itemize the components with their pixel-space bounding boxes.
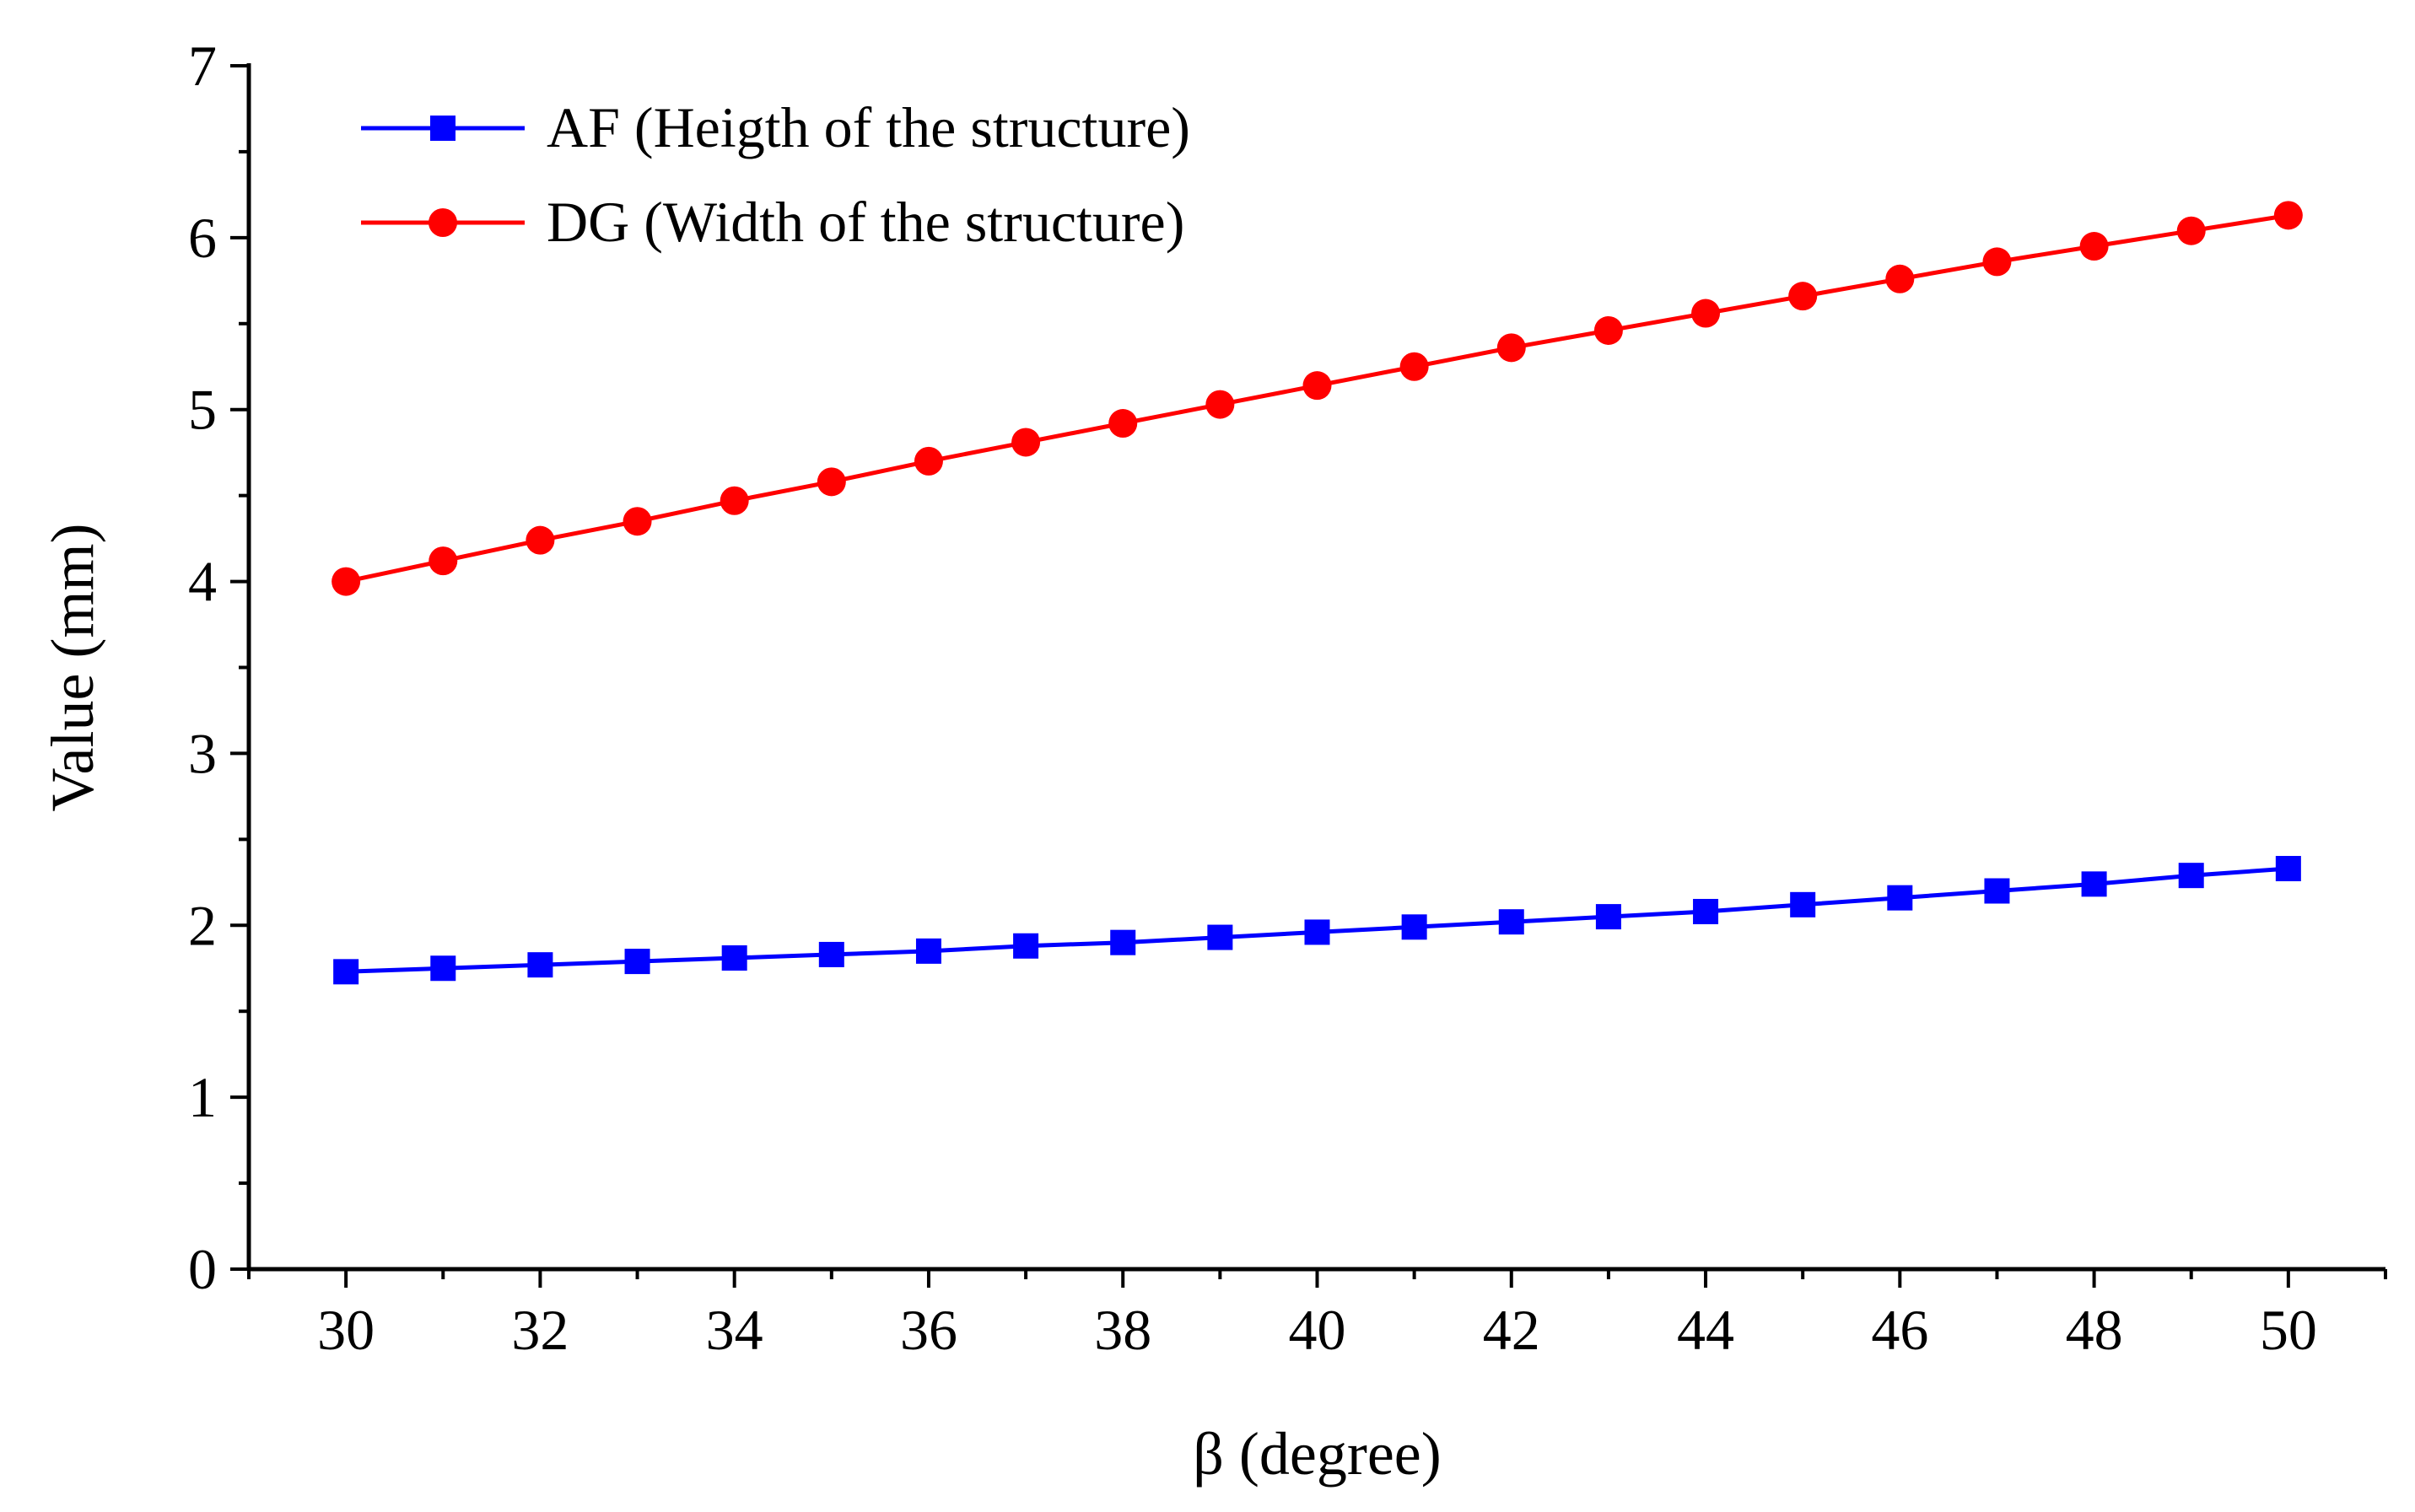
y-axis-label: Value (mm) xyxy=(39,524,106,812)
legend-marker-1 xyxy=(429,208,457,237)
series-1-point xyxy=(332,567,361,596)
series-1-point xyxy=(1302,371,1332,401)
series-1-point xyxy=(623,507,652,536)
series-1-point xyxy=(526,525,555,555)
series-0-point xyxy=(1595,904,1621,930)
series-0-point xyxy=(1401,914,1427,940)
series-layer xyxy=(332,201,2303,985)
y-tick-label: 7 xyxy=(188,34,217,98)
y-tick-label: 2 xyxy=(188,893,217,957)
legend-marker-0 xyxy=(430,116,456,141)
series-1-point xyxy=(1982,247,2012,277)
series-1-point xyxy=(1108,409,1138,439)
series-0-point xyxy=(721,945,747,971)
series-0-point xyxy=(915,938,941,964)
legend-label-1: DG (Width of the structure) xyxy=(547,190,1184,254)
series-1-point xyxy=(2079,232,2109,261)
series-1-point xyxy=(1205,390,1235,419)
x-tick-label: 46 xyxy=(1871,1298,1928,1362)
series-1-point xyxy=(1399,352,1429,381)
y-tick-label: 1 xyxy=(188,1065,217,1129)
series-0-point xyxy=(1207,924,1233,950)
series-1-point xyxy=(1691,299,1721,328)
series-1-point xyxy=(1011,428,1041,457)
x-tick-label: 42 xyxy=(1483,1298,1540,1362)
series-1-point xyxy=(1496,333,1526,363)
series-1-point xyxy=(1788,282,1818,311)
x-tick-label: 50 xyxy=(2260,1298,2317,1362)
legend: AF (Heigth of the structure) DG (Width of… xyxy=(361,95,1190,254)
series-0-point xyxy=(1984,878,2010,904)
legend-label-0: AF (Heigth of the structure) xyxy=(547,95,1190,159)
y-tick-label: 4 xyxy=(188,550,217,614)
series-0-point xyxy=(818,941,844,967)
series-0-point xyxy=(1110,929,1136,955)
series-1-point xyxy=(2273,201,2303,230)
x-tick-label: 44 xyxy=(1677,1298,1734,1362)
series-1-point xyxy=(914,446,943,476)
series-0-point xyxy=(1498,909,1524,935)
series-0-point xyxy=(2275,856,2301,882)
series-1-point xyxy=(1885,264,1915,293)
x-tick-label: 48 xyxy=(2066,1298,2123,1362)
x-tick-label: 34 xyxy=(706,1298,763,1362)
series-1-point xyxy=(1593,315,1623,345)
series-0-point xyxy=(624,949,650,975)
series-0-point xyxy=(333,959,359,985)
series-1-point xyxy=(817,467,846,497)
y-tick-label: 6 xyxy=(188,206,217,270)
x-tick-label: 32 xyxy=(511,1298,569,1362)
x-tick-label: 40 xyxy=(1289,1298,1346,1362)
y-tick-label: 0 xyxy=(188,1237,217,1301)
x-tick-label: 30 xyxy=(317,1298,375,1362)
series-0-point xyxy=(1013,933,1039,959)
series-0-point xyxy=(2081,871,2107,897)
x-tick-label: 38 xyxy=(1094,1298,1151,1362)
x-tick-label: 36 xyxy=(900,1298,957,1362)
x-axis-label: β (degree) xyxy=(1193,1420,1441,1488)
series-0-point xyxy=(527,952,553,978)
series-0-point xyxy=(430,955,456,982)
series-0-point xyxy=(1693,898,1719,924)
series-1-point xyxy=(429,546,458,576)
y-tick-label: 3 xyxy=(188,721,217,785)
series-0-point xyxy=(1790,891,1816,917)
series-0-point xyxy=(1304,919,1330,945)
series-1-point xyxy=(2176,216,2206,245)
y-tick-label: 5 xyxy=(188,378,217,442)
series-0-point xyxy=(1887,885,1913,911)
series-0-point xyxy=(2178,863,2204,889)
series-1-point xyxy=(720,486,749,515)
